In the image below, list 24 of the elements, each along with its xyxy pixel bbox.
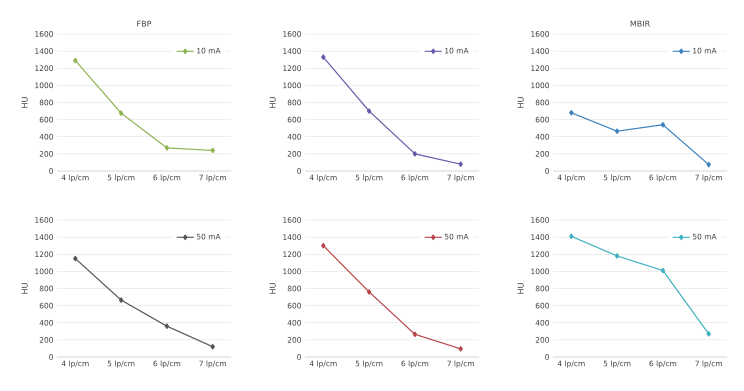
point: [706, 162, 711, 168]
point: [321, 54, 326, 60]
point: [569, 110, 574, 116]
point: [614, 128, 620, 134]
point: [73, 256, 78, 262]
point: [73, 58, 78, 64]
point: [412, 332, 418, 338]
point: [458, 346, 463, 352]
point: [210, 344, 215, 350]
point: [458, 161, 463, 167]
point: [366, 289, 372, 295]
point: [118, 110, 124, 116]
point: [210, 148, 215, 154]
point: [614, 253, 620, 259]
point: [660, 268, 666, 274]
point: [118, 297, 124, 303]
point: [164, 145, 170, 151]
point: [660, 122, 666, 128]
point: [569, 233, 574, 240]
point: [321, 242, 326, 248]
point: [706, 331, 711, 337]
point: [164, 323, 170, 329]
point: [366, 108, 372, 114]
point: [412, 151, 418, 157]
